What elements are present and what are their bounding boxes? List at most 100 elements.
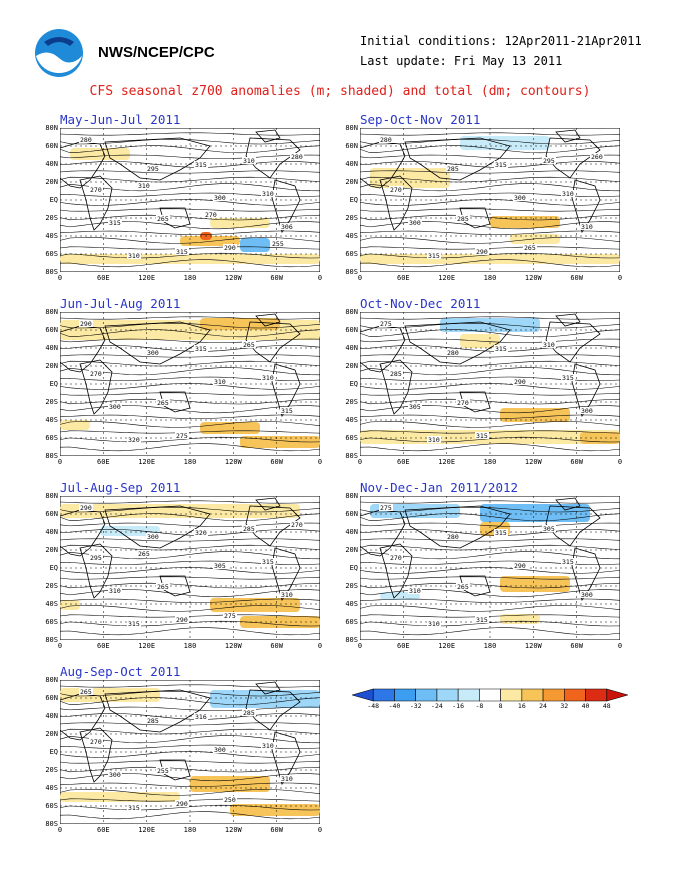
lat-label: 80N — [45, 676, 58, 684]
lat-label: 20S — [45, 398, 58, 406]
contour-label: 290 — [476, 248, 488, 256]
map-panel-son: 280 285 300 310 315 315 310 300 290 295 270 285 265 2… — [360, 128, 620, 272]
contour-label: 275 — [176, 432, 188, 440]
contour-label: 280 — [447, 349, 459, 357]
colorbar-swatch — [457, 688, 480, 702]
map-panel-ond: 275 280 290 300 310 315 315 305 315 310 285 270 — [360, 312, 620, 456]
anomaly-shade — [60, 504, 300, 518]
contour-line — [360, 345, 620, 352]
lon-label: 180 — [483, 642, 497, 650]
contour-label: 265 — [157, 583, 169, 591]
org-name: NWS/NCEP/CPC — [98, 44, 215, 61]
contour-line — [60, 154, 320, 159]
contour-line — [360, 338, 620, 343]
contour-label: 270 — [90, 186, 102, 194]
lon-label: 0 — [357, 642, 363, 650]
lat-label: 80N — [45, 124, 58, 132]
lat-label: EQ — [49, 564, 58, 572]
anomaly-shade — [210, 218, 270, 228]
lat-label: 20N — [45, 546, 58, 554]
lon-label: 120E — [438, 458, 456, 466]
contour-label: 265 — [138, 550, 150, 558]
contour-label: 315 — [495, 345, 507, 353]
lat-label: 40S — [45, 232, 58, 240]
lon-label: 60W — [570, 642, 583, 650]
contour-label: 310 — [428, 620, 440, 628]
contour-label: 295 — [90, 554, 102, 562]
lon-label: 0 — [57, 458, 63, 466]
lon-label: 60W — [270, 826, 283, 834]
lat-label: 20S — [45, 766, 58, 774]
lat-label: 40N — [45, 712, 58, 720]
noaa-logo — [35, 29, 83, 77]
lat-label: EQ — [349, 564, 358, 572]
lat-label: 20N — [45, 362, 58, 370]
anomaly-shade — [200, 318, 280, 330]
lat-label: 80S — [45, 820, 58, 828]
colorbar-swatch — [372, 688, 395, 702]
lon-label: 120W — [224, 826, 242, 834]
contour-label: 285 — [390, 370, 402, 378]
contour-label: 300 — [214, 746, 226, 754]
lat-label: 80S — [345, 268, 358, 276]
coastline — [255, 313, 281, 327]
contour-line — [360, 161, 620, 168]
colorbar-label: -16 — [452, 702, 465, 710]
contour-label: 270 — [390, 554, 402, 562]
contour-label: 290 — [176, 800, 188, 808]
colorbar-label: 16 — [517, 702, 526, 710]
lon-label: 180 — [183, 642, 197, 650]
lon-label: 120E — [138, 826, 156, 834]
lon-label: 120W — [524, 274, 542, 282]
anomaly-shade — [70, 148, 130, 160]
lon-label: 60W — [270, 458, 283, 466]
contour-label: 310 — [543, 341, 555, 349]
colorbar-label: 40 — [581, 702, 590, 710]
colorbar-label: -32 — [409, 702, 422, 710]
contour-label: 315 — [128, 620, 140, 628]
lon-label: 180 — [483, 274, 497, 282]
lat-label: 60N — [45, 510, 58, 518]
lon-label: 180 — [183, 274, 197, 282]
lon-label: 60E — [97, 826, 110, 834]
contour-label: 315 — [562, 374, 574, 382]
lon-label: 120E — [138, 458, 156, 466]
colorbar-swatch — [415, 688, 438, 702]
contour-label: 270 — [205, 211, 217, 219]
anomaly-shade — [480, 504, 590, 522]
lat-label: EQ — [49, 196, 58, 204]
lon-label: 60W — [570, 274, 583, 282]
lon-label: 60E — [97, 274, 110, 282]
colorbar-label: 8 — [498, 702, 503, 710]
contour-label: 290 — [176, 616, 188, 624]
lat-label: 80S — [45, 268, 58, 276]
lon-label: 120W — [224, 458, 242, 466]
lat-label: 40S — [45, 600, 58, 608]
lon-label: 120E — [438, 642, 456, 650]
coastline — [104, 321, 211, 365]
panel-title-mjj: May-Jun-Jul 2011 — [60, 112, 181, 127]
contour-label: 310 — [262, 742, 274, 750]
contour-label: 290 — [514, 562, 526, 570]
contour-label: 285 — [447, 165, 459, 173]
contour-label: 290 — [224, 244, 236, 252]
contour-label: 305 — [543, 525, 555, 533]
lat-label: EQ — [349, 380, 358, 388]
coastline — [379, 175, 413, 231]
lat-label: 40N — [45, 528, 58, 536]
lat-label: 20S — [45, 214, 58, 222]
contour-label: 280 — [380, 136, 392, 144]
contour-label: 300 — [581, 591, 593, 599]
contour-label: 310 — [581, 223, 593, 231]
contour-label: 310 — [262, 190, 274, 198]
anomaly-shade — [60, 792, 180, 802]
lon-label: 120W — [524, 458, 542, 466]
contour-label: 285 — [243, 525, 255, 533]
lon-label: 0 — [617, 274, 623, 282]
contour-label: 315 — [195, 161, 207, 169]
contour-line — [360, 154, 620, 159]
lat-label: 20N — [45, 178, 58, 186]
contour-line — [60, 706, 320, 711]
lat-label: 80N — [345, 492, 358, 500]
contour-label: 280 — [80, 136, 92, 144]
